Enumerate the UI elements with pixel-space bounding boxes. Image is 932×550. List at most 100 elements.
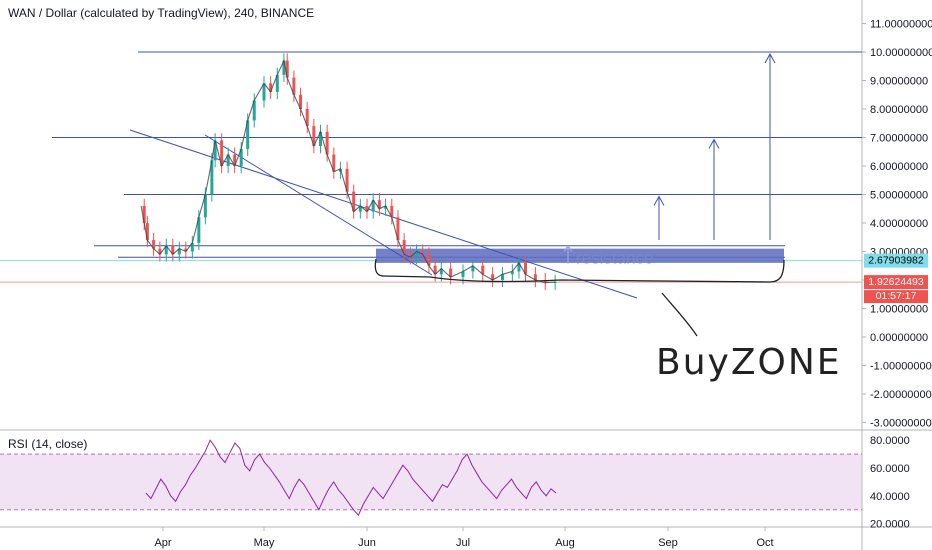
candle-body [210, 160, 214, 195]
price-tick-label: 6.00000000 [870, 161, 928, 173]
candle-body [371, 200, 375, 212]
candle-body [239, 148, 243, 166]
candle-body [510, 271, 514, 275]
rsi-band [0, 454, 862, 510]
candle-body [500, 274, 504, 280]
price-tick-label: 7.00000000 [870, 133, 928, 145]
price-tick-label: 9.00000000 [870, 76, 928, 88]
price-tick-label: 1.00000000 [870, 304, 928, 316]
candle-body [421, 251, 425, 255]
candle-body [533, 274, 537, 280]
rsi-tick-label: 40.0000 [870, 491, 910, 503]
candle-body [332, 154, 336, 172]
target-arrow-head [764, 52, 776, 64]
candle-body [377, 200, 381, 209]
resistance-zone [376, 248, 784, 263]
candle-body [471, 265, 475, 272]
price-tick-label: -3.00000000 [870, 418, 932, 430]
candle-body [481, 265, 485, 275]
time-tick-label: May [254, 537, 275, 549]
candle-body [312, 126, 316, 147]
price-tick-label: 8.00000000 [870, 104, 928, 116]
candle-body [145, 223, 149, 241]
current-price-badge-bg [864, 253, 928, 268]
time-tick-label: Aug [555, 537, 575, 549]
candle-body [299, 94, 303, 109]
candle-body [449, 268, 453, 278]
candle-body [415, 251, 419, 258]
candle-body [384, 205, 388, 209]
candle-body [197, 217, 201, 243]
candle-body [390, 205, 394, 218]
candle-body [365, 205, 369, 212]
candle-body [142, 205, 146, 223]
candle-body [262, 83, 266, 101]
time-tick-label: Oct [756, 537, 773, 549]
candle-body [158, 248, 162, 255]
candle-body [433, 265, 437, 275]
chart-title: WAN / Dollar (calculated by TradingView)… [8, 6, 315, 20]
candle-body [184, 248, 188, 252]
low-price-badge: 1.92624493 [868, 276, 924, 288]
price-tick-label: 4.00000000 [870, 218, 928, 230]
candle-body [190, 242, 194, 252]
countdown-badge: 01:57:17 [876, 290, 917, 302]
candle-body [325, 131, 329, 155]
price-tick-label: 11.00000000 [870, 19, 932, 31]
candle-body [203, 194, 207, 218]
candle-body [517, 262, 521, 272]
time-tick-label: Jun [358, 537, 376, 549]
time-tick-label: Jul [456, 537, 470, 549]
candle-body [396, 217, 400, 241]
rsi-tick-label: 20.0000 [870, 519, 910, 531]
price-tick-label: -2.00000000 [870, 389, 932, 401]
candle-body [543, 280, 547, 283]
rsi-tick-label: 60.0000 [870, 463, 910, 475]
candle-body [220, 140, 224, 166]
buyzone-bracket [374, 258, 785, 283]
candle-body [252, 100, 256, 121]
candle-body [318, 131, 322, 147]
price-tick-label: 10.00000000 [870, 47, 932, 59]
target-arrow-head [708, 138, 720, 149]
candle-body [402, 240, 406, 255]
resistance-label: resistance [576, 249, 653, 268]
candle-body [285, 60, 289, 78]
candle-body [213, 140, 217, 161]
rsi-title: RSI (14, close) [8, 437, 88, 451]
current-price-badge: 2.67903982 [868, 255, 924, 267]
countdown-badge-bg [864, 290, 928, 304]
time-tick-label: Sep [658, 537, 678, 549]
buyzone-annotation: BuyZONE [656, 342, 842, 383]
candle-body [292, 77, 296, 95]
candle-body [491, 274, 495, 280]
candle-body [352, 191, 356, 212]
price-tick-label: 0.00000000 [870, 332, 928, 344]
candle-body [171, 245, 175, 255]
trendline [204, 134, 433, 276]
candle-body [524, 262, 528, 275]
candle-body [439, 268, 443, 275]
candle-body [164, 245, 168, 255]
candle-body [269, 83, 273, 92]
candle-body [427, 254, 431, 266]
price-tick-label: -1.00000000 [870, 361, 932, 373]
candle-body [282, 60, 286, 75]
rsi-tick-label: 80.0000 [870, 435, 910, 447]
rsi-line [145, 439, 557, 517]
candle-body [461, 271, 465, 278]
candle-body [275, 74, 279, 92]
candle-body [226, 154, 230, 166]
candle-body [305, 109, 309, 127]
target-arrow-head [653, 195, 665, 206]
candle-body [408, 254, 412, 258]
low-price-badge-bg [864, 275, 928, 290]
time-tick-label: Apr [154, 537, 171, 549]
candle-body [358, 205, 362, 212]
candle-body [177, 248, 181, 255]
price-tick-label: 5.00000000 [870, 190, 928, 202]
buyzone-pointer [661, 292, 698, 337]
candle-body [345, 168, 349, 192]
